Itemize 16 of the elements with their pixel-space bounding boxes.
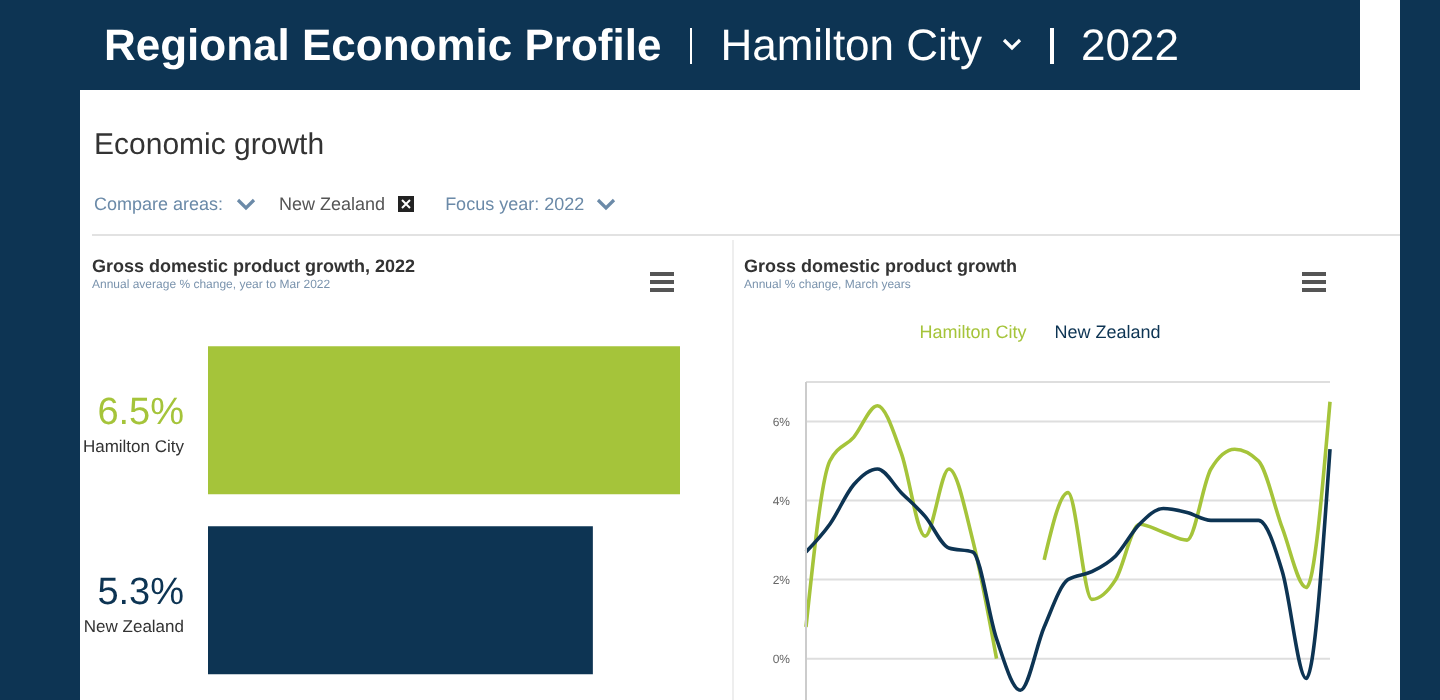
data-label: 5.3% <box>97 572 185 614</box>
category-label: New Zealand <box>83 616 184 636</box>
text: Economic growth <box>94 128 325 162</box>
text: Compare areas: <box>94 194 224 214</box>
text: Focus year: 2022 <box>445 194 585 214</box>
category-label: Hamilton City <box>82 436 184 456</box>
chart-title: Gross domestic product growth <box>744 256 1018 276</box>
chart-title: Gross domestic product growth, 2022 <box>92 256 416 276</box>
line-series <box>804 447 1332 693</box>
text: New Zealand <box>1054 322 1161 342</box>
text: Hamilton City <box>919 322 1027 342</box>
text: 2022 <box>1081 19 1179 69</box>
text: Hamilton City <box>720 19 983 71</box>
text: Regional Economic Profile <box>104 19 662 69</box>
text: New Zealand <box>279 194 386 214</box>
data-label: 6.5% <box>97 392 185 434</box>
